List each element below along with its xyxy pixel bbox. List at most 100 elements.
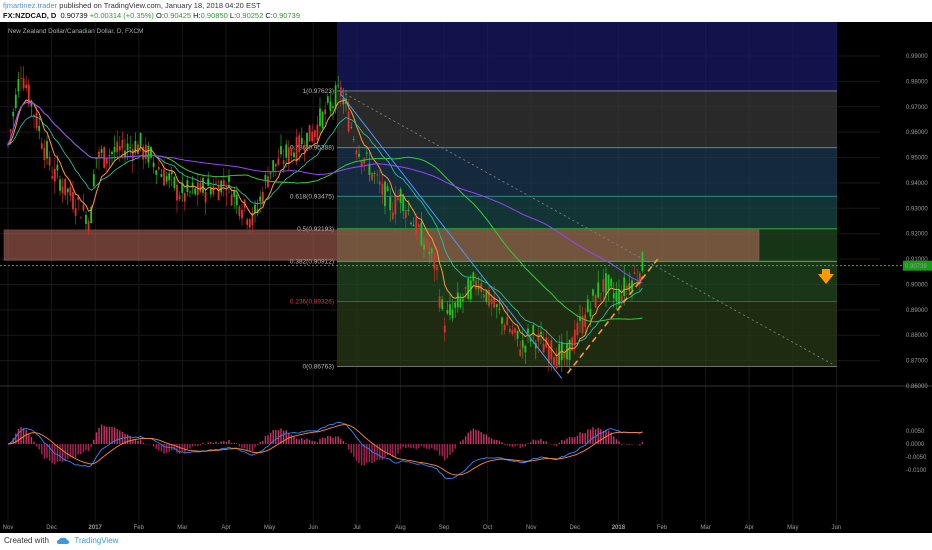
- low-label: L:: [229, 11, 237, 20]
- candle-body: [150, 147, 152, 158]
- candle-body: [293, 152, 295, 158]
- fib-level-label: 1(0.97623): [303, 88, 334, 95]
- candle-body: [579, 316, 581, 321]
- candle-body: [131, 149, 134, 161]
- footer: Created with TradingView: [0, 533, 932, 550]
- created-with-label: Created with: [4, 536, 49, 545]
- candle-body: [222, 180, 225, 186]
- candle-body: [355, 150, 358, 155]
- candle-body: [306, 132, 308, 148]
- fib-level-label: 0.5(0.92193): [297, 226, 334, 233]
- candle-body: [9, 129, 12, 132]
- candle-body: [116, 141, 119, 153]
- candle-body: [238, 206, 241, 217]
- candle-body: [443, 325, 446, 333]
- fib-zone-band: [337, 147, 837, 197]
- y-tick-label: 0.89000: [906, 308, 928, 314]
- candle-body: [417, 224, 420, 227]
- candle-body: [412, 224, 415, 227]
- candle-body: [303, 149, 306, 151]
- y-tick-label: 0.87000: [906, 359, 928, 365]
- y-tick-label: 0.88000: [906, 333, 928, 339]
- candle-body: [623, 277, 626, 296]
- candle-body: [589, 309, 592, 317]
- y-tick-label: 0.98000: [906, 79, 928, 85]
- candle-body: [212, 186, 215, 195]
- x-tick-label: Feb: [657, 525, 668, 531]
- candle-body: [14, 94, 17, 109]
- candle-body: [230, 194, 233, 206]
- candle-body: [563, 352, 566, 359]
- y-tick-label: 0.90000: [906, 282, 928, 288]
- fib-level-label: 0.618(0.93475): [290, 193, 334, 200]
- candle-body: [25, 84, 28, 89]
- candle-body: [633, 272, 636, 274]
- tradingview-brand[interactable]: TradingView: [74, 536, 119, 545]
- ma-purple-line: [7, 101, 643, 284]
- candle-body: [111, 151, 113, 155]
- close-label: C:: [265, 11, 273, 20]
- fib-level-label: 0.236(0.89326): [290, 299, 334, 306]
- candle-body: [438, 296, 441, 308]
- candle-body: [207, 178, 210, 186]
- ohlc-line: FX:NZDCAD, D 0.90739 +0.00314 (+0.35%) O…: [3, 11, 300, 20]
- x-tick-label: Jun: [308, 525, 318, 531]
- price-chart[interactable]: 1(0.97623)0.786(0.95388)0.618(0.93475)0.…: [0, 22, 932, 533]
- candle-body: [618, 289, 620, 305]
- candle-body: [282, 160, 285, 165]
- x-tick-label: 2017: [89, 525, 103, 531]
- candle-body: [220, 180, 223, 193]
- x-tick-label: May: [264, 525, 275, 531]
- candle-body: [316, 124, 319, 141]
- candle-body: [163, 169, 165, 186]
- candle-body: [519, 349, 522, 356]
- candle-body: [311, 131, 314, 142]
- candle-body: [477, 286, 480, 289]
- chart-title: New Zealand Dollar/Canadian Dollar, D, F…: [8, 28, 143, 35]
- candle-body: [74, 208, 77, 216]
- candle-body: [69, 186, 72, 196]
- candle-body: [360, 160, 363, 167]
- candle-body: [87, 221, 90, 232]
- y-tick-label: 0.97000: [906, 105, 928, 111]
- candle-body: [59, 179, 61, 191]
- author-link[interactable]: fjmartinez.trader: [3, 1, 58, 10]
- candle-body: [410, 222, 412, 225]
- macd-tick-label: 0.0050: [906, 429, 925, 435]
- blue-trend-line: [340, 93, 563, 379]
- fib-zone-band: [337, 196, 837, 229]
- candle-body: [287, 147, 290, 164]
- candle-body: [485, 291, 488, 302]
- candle-body: [545, 337, 548, 348]
- candle-body: [566, 342, 568, 360]
- candle-body: [493, 297, 496, 308]
- drawings: [0, 91, 902, 374]
- x-tick-label: Oct: [483, 525, 493, 531]
- chart-header: fjmartinez.trader published on TradingVi…: [0, 0, 932, 22]
- candle-body: [568, 339, 571, 360]
- candle-body: [558, 343, 561, 365]
- candle-body: [527, 328, 529, 334]
- candle-body: [620, 295, 623, 305]
- fib-level-label: 0.382(0.90912): [290, 258, 334, 265]
- macd-signal-line: [7, 424, 643, 476]
- candle-body: [599, 293, 602, 295]
- candle-body: [397, 198, 399, 200]
- candle-body: [176, 184, 178, 201]
- candle-body: [607, 274, 610, 291]
- fib-zone-top: [337, 22, 837, 91]
- candle-body: [92, 174, 95, 187]
- candle-body: [178, 195, 181, 200]
- candle-body: [121, 139, 124, 149]
- candle-body: [514, 328, 516, 333]
- candle-body: [22, 78, 25, 89]
- candle-body: [321, 112, 324, 129]
- candle-body: [371, 172, 373, 181]
- candle-body: [407, 209, 410, 212]
- y-tick-label: 0.93000: [906, 206, 928, 212]
- candle-body: [404, 210, 407, 218]
- candle-body: [550, 340, 553, 360]
- candle-body: [420, 222, 423, 246]
- candle-body: [20, 78, 22, 80]
- candle-body: [365, 152, 368, 154]
